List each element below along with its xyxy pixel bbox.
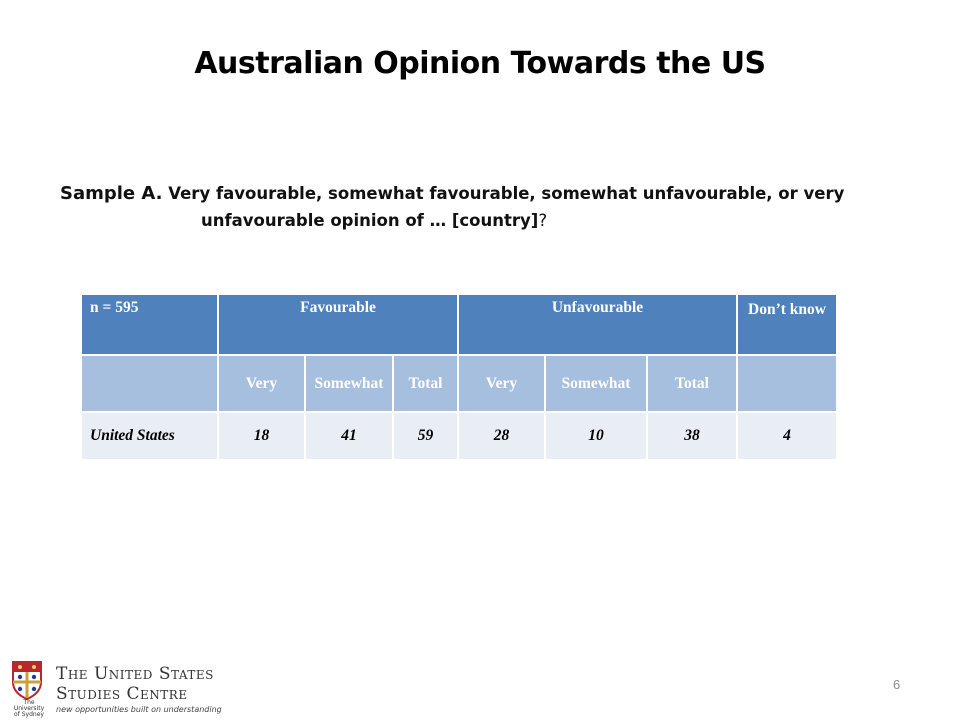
subheader-somewhat-unfavourable: Somewhat [544, 354, 648, 413]
ussc-logo: The University of Sydney The United Stat… [10, 660, 240, 718]
subheader-total-favourable: Total [392, 354, 459, 413]
crest-caption-line: of Sydney [14, 711, 44, 718]
subheader-somewhat-favourable: Somewhat [304, 354, 394, 413]
question-line-2-wrap: unfavourable opinion of … [country]? [60, 207, 920, 234]
subheader-very-unfavourable: Very [457, 354, 546, 413]
subheader-very-favourable: Very [217, 354, 306, 413]
organisation-name-line-1: The United States [56, 664, 214, 684]
unfavourable-group-header: Unfavourable [457, 293, 738, 356]
subheader-empty [80, 354, 219, 413]
slide-title: Australian Opinion Towards the US [194, 46, 766, 81]
organisation-name: The United States Studies Centre [56, 664, 214, 704]
value-total-favourable: 59 [392, 411, 459, 461]
organisation-name-line-2: Studies Centre [56, 684, 188, 704]
page-number: 6 [893, 677, 901, 692]
value-somewhat-unfavourable: 10 [544, 411, 648, 461]
table-header-row: n = 595 Favourable Unfavourable Don’t kn… [80, 293, 838, 356]
country-cell: United States [80, 411, 219, 461]
favourable-group-header: Favourable [217, 293, 459, 356]
subheader-dont-know-empty [736, 354, 838, 413]
sample-label: Sample A. [60, 183, 163, 204]
value-very-unfavourable: 28 [457, 411, 546, 461]
crest-caption-line: The [23, 699, 35, 706]
value-total-unfavourable: 38 [646, 411, 738, 461]
sample-size-cell: n = 595 [80, 293, 219, 356]
crest-caption: The University of Sydney [10, 700, 48, 718]
organisation-tagline: new opportunities built on understanding [56, 705, 222, 714]
dont-know-header: Don’t know [736, 293, 838, 356]
value-very-favourable: 18 [217, 411, 306, 461]
results-table: n = 595 Favourable Unfavourable Don’t kn… [80, 293, 838, 461]
value-dont-know: 4 [736, 411, 838, 461]
question-mark: ? [538, 211, 548, 230]
question-line-1: Very favourable, somewhat favourable, so… [168, 184, 845, 203]
table-row: United States 18 41 59 28 10 38 4 [80, 411, 838, 461]
question-line-2: unfavourable opinion of … [country] [201, 211, 539, 230]
survey-question: Sample A. Very favourable, somewhat favo… [60, 180, 920, 234]
table-subheader-row: Very Somewhat Total Very Somewhat Total [80, 354, 838, 413]
value-somewhat-favourable: 41 [304, 411, 394, 461]
subheader-total-unfavourable: Total [646, 354, 738, 413]
university-crest-icon [12, 661, 42, 700]
crest-caption-line: University [13, 705, 45, 712]
